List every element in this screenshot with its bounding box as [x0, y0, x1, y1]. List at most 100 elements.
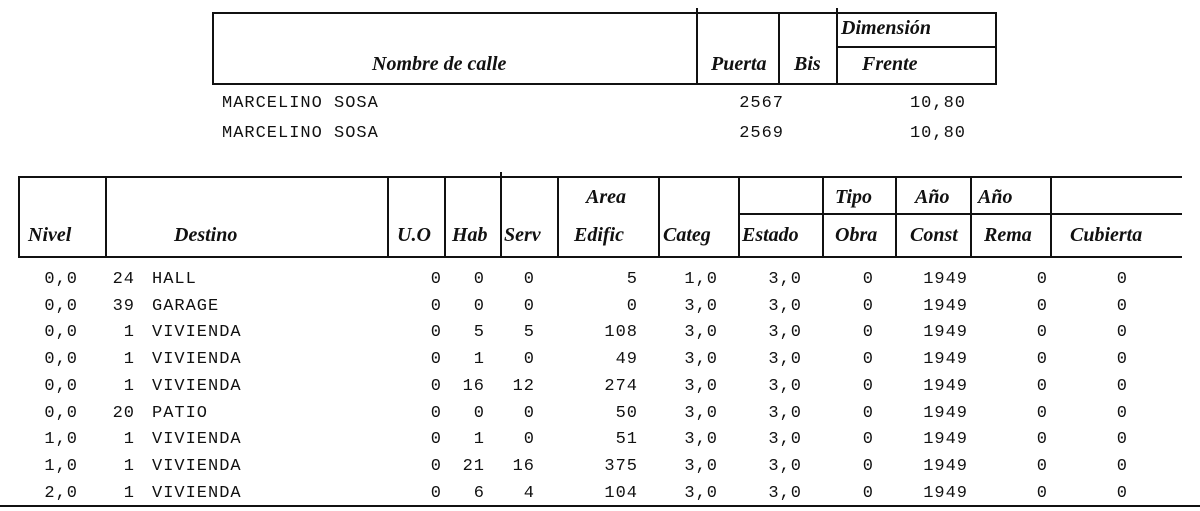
cell-destino-code: 1	[123, 377, 135, 396]
cell-anio-rema: 0	[1036, 457, 1048, 476]
cell-anio-rema: 0	[1036, 404, 1048, 423]
cell-hab: 0	[473, 297, 485, 316]
cell-anio-const: 1949	[923, 350, 968, 369]
cell-destino-code: 1	[123, 323, 135, 342]
header-cubierta: Cubierta	[1070, 224, 1143, 246]
cell-anio-const: 1949	[923, 270, 968, 289]
units-col-divider	[895, 176, 897, 258]
street-dimension-divider	[836, 46, 997, 48]
cell-estado: 3,0	[768, 404, 802, 423]
cell-destino: VIVIENDA	[152, 323, 242, 342]
header-nivel: Nivel	[28, 224, 72, 246]
cell-estado: 3,0	[768, 484, 802, 503]
header-obra: Obra	[835, 224, 878, 246]
cell-nivel: 0,0	[44, 404, 78, 423]
cell-estado: 3,0	[768, 430, 802, 449]
header-uo: U.O	[397, 224, 431, 246]
cell-anio-const: 1949	[923, 297, 968, 316]
cell-area: 108	[604, 323, 638, 342]
street-door: 2567	[739, 94, 784, 113]
header-dimension: Dimensión	[841, 17, 932, 39]
cell-tipo-obra: 0	[862, 297, 874, 316]
street-col-divider	[778, 12, 780, 85]
cell-area: 5	[626, 270, 638, 289]
cell-uo: 0	[430, 457, 442, 476]
header-const: Const	[910, 224, 958, 246]
cell-nivel: 0,0	[44, 323, 78, 342]
cell-categ: 1,0	[684, 270, 718, 289]
cell-area: 49	[615, 350, 638, 369]
cell-hab: 0	[473, 270, 485, 289]
cell-anio-rema: 0	[1036, 484, 1048, 503]
cell-tipo-obra: 0	[862, 350, 874, 369]
cell-hab: 1	[473, 350, 485, 369]
cell-hab: 21	[462, 457, 485, 476]
cell-destino: PATIO	[152, 404, 209, 423]
cell-destino-code: 1	[123, 457, 135, 476]
units-col-divider	[105, 176, 107, 258]
cell-serv: 16	[512, 457, 535, 476]
cell-destino-code: 1	[123, 350, 135, 369]
header-tipo: Tipo	[835, 186, 873, 208]
street-frontage: 10,80	[909, 124, 966, 143]
cell-estado: 3,0	[768, 323, 802, 342]
units-col-divider	[557, 176, 559, 258]
units-col-divider	[822, 176, 824, 258]
cell-serv: 4	[523, 484, 535, 503]
street-frontage: 10,80	[909, 94, 966, 113]
cell-cubierta: 0	[1116, 430, 1128, 449]
cell-destino: GARAGE	[152, 297, 220, 316]
units-col-divider	[970, 176, 972, 258]
cell-serv: 0	[523, 350, 535, 369]
units-col-divider	[387, 176, 389, 258]
units-col-divider	[444, 176, 446, 258]
cell-destino-code: 39	[112, 297, 135, 316]
cell-estado: 3,0	[768, 297, 802, 316]
cell-estado: 3,0	[768, 350, 802, 369]
header-anio-rema: Año	[978, 186, 1013, 208]
cell-estado: 3,0	[768, 457, 802, 476]
cell-cubierta: 0	[1116, 457, 1128, 476]
units-col-divider	[658, 176, 660, 258]
cell-uo: 0	[430, 484, 442, 503]
street-door: 2569	[739, 124, 784, 143]
cell-anio-const: 1949	[923, 377, 968, 396]
cell-uo: 0	[430, 323, 442, 342]
cell-serv: 0	[523, 404, 535, 423]
cell-estado: 3,0	[768, 270, 802, 289]
header-frente: Frente	[862, 53, 918, 75]
units-table-header-bottom	[18, 256, 1182, 258]
cell-cubierta: 0	[1116, 297, 1128, 316]
cell-destino: VIVIENDA	[152, 484, 242, 503]
cell-anio-rema: 0	[1036, 350, 1048, 369]
units-col-divider	[1050, 176, 1052, 258]
header-serv: Serv	[504, 224, 541, 246]
header-anio: Año	[915, 186, 950, 208]
cell-area: 104	[604, 484, 638, 503]
street-table-bottom-border	[212, 83, 997, 85]
cell-uo: 0	[430, 270, 442, 289]
cell-anio-rema: 0	[1036, 377, 1048, 396]
header-rema: Rema	[984, 224, 1032, 246]
cell-anio-const: 1949	[923, 430, 968, 449]
cell-destino: VIVIENDA	[152, 430, 242, 449]
cell-estado: 3,0	[768, 377, 802, 396]
cell-serv: 5	[523, 323, 535, 342]
street-col-divider	[696, 8, 698, 85]
cell-area: 50	[615, 404, 638, 423]
cell-categ: 3,0	[684, 484, 718, 503]
cell-destino: HALL	[152, 270, 197, 289]
cell-serv: 0	[523, 297, 535, 316]
cell-nivel: 0,0	[44, 377, 78, 396]
cell-tipo-obra: 0	[862, 457, 874, 476]
cell-nivel: 0,0	[44, 297, 78, 316]
cell-cubierta: 0	[1116, 323, 1128, 342]
cell-anio-rema: 0	[1036, 323, 1048, 342]
cell-cubierta: 0	[1116, 404, 1128, 423]
cell-tipo-obra: 0	[862, 404, 874, 423]
cell-categ: 3,0	[684, 377, 718, 396]
cell-categ: 3,0	[684, 457, 718, 476]
street-name: MARCELINO SOSA	[222, 124, 379, 143]
cell-uo: 0	[430, 430, 442, 449]
cell-nivel: 0,0	[44, 270, 78, 289]
